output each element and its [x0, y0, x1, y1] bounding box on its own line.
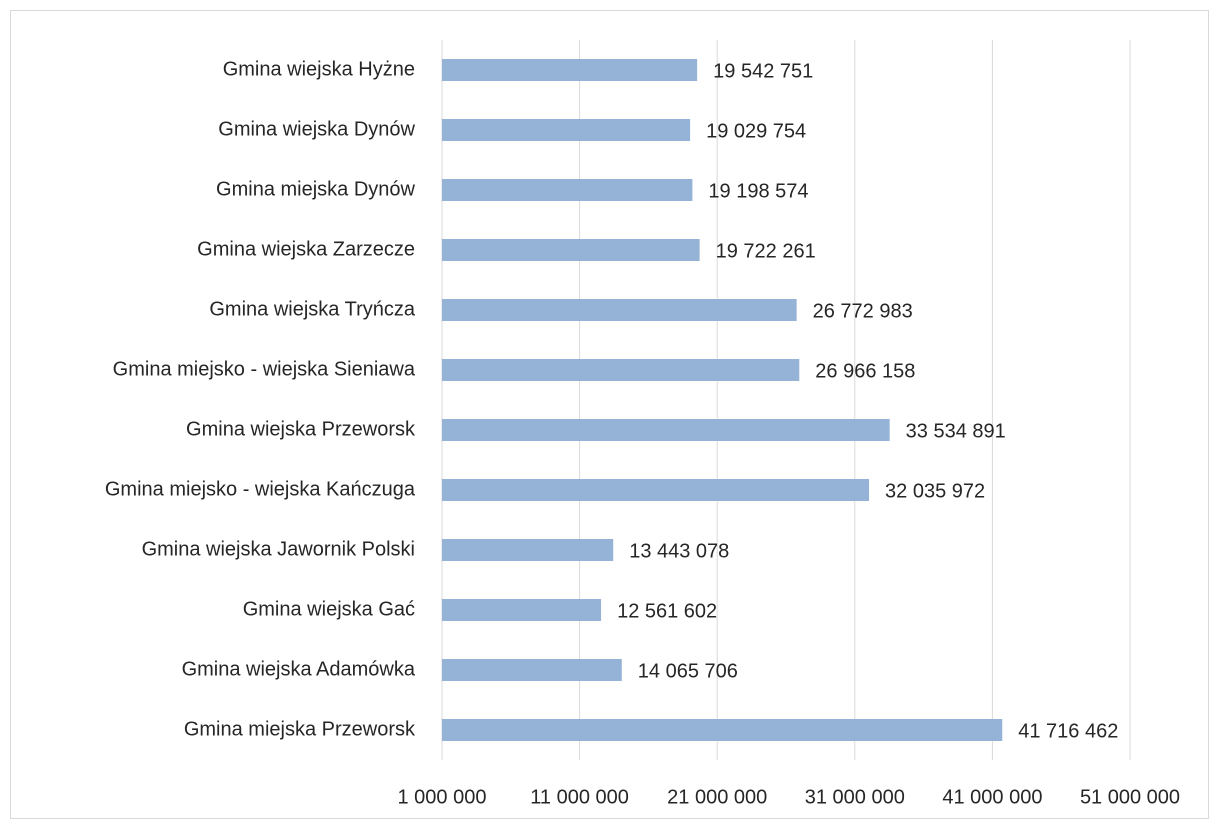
bar [442, 419, 890, 441]
category-label: Gmina wiejska Adamówka [182, 658, 416, 680]
category-label: Gmina wiejska Zarzecze [197, 238, 415, 260]
category-label: Gmina wiejska Przeworsk [186, 418, 416, 440]
x-tick-label: 51 000 000 [1080, 786, 1180, 808]
value-label: 19 198 574 [708, 180, 808, 202]
bar [442, 59, 698, 81]
bar [442, 659, 622, 681]
value-label: 26 966 158 [815, 360, 915, 382]
value-label: 19 029 754 [706, 120, 806, 142]
bar [442, 299, 797, 321]
category-label: Gmina miejska Dynów [216, 178, 416, 200]
category-label: Gmina wiejska Gać [243, 598, 415, 620]
bar [442, 359, 800, 381]
category-label: Gmina miejska Przeworsk [184, 718, 416, 740]
value-label: 19 722 261 [716, 240, 816, 262]
category-label: Gmina miejsko - wiejska Sieniawa [113, 358, 416, 380]
x-tick-label: 1 000 000 [398, 786, 487, 808]
x-tick-label: 11 000 000 [530, 786, 629, 808]
category-label: Gmina wiejska Dynów [218, 118, 415, 140]
bar [442, 599, 602, 621]
bar [442, 119, 691, 141]
bar [442, 239, 700, 261]
category-label: Gmina wiejska Tryńcza [209, 298, 415, 320]
bar [442, 539, 614, 561]
bar [442, 719, 1003, 741]
category-label: Gmina wiejska Jawornik Polski [142, 538, 415, 560]
x-tick-label: 41 000 000 [942, 786, 1042, 808]
value-label: 33 534 891 [906, 420, 1006, 442]
category-label: Gmina wiejska Hyżne [223, 58, 415, 80]
value-label: 32 035 972 [885, 480, 985, 502]
x-tick-label: 31 000 000 [805, 786, 905, 808]
value-label: 26 772 983 [813, 300, 913, 322]
bar [442, 179, 693, 201]
bar [442, 479, 870, 501]
value-label: 12 561 602 [617, 600, 717, 622]
value-label: 41 716 462 [1018, 720, 1118, 742]
value-label: 13 443 078 [629, 540, 729, 562]
value-label: 19 542 751 [713, 60, 813, 82]
value-label: 14 065 706 [638, 660, 738, 682]
x-tick-label: 21 000 000 [667, 786, 767, 808]
category-label: Gmina miejsko - wiejska Kańczuga [105, 478, 416, 500]
